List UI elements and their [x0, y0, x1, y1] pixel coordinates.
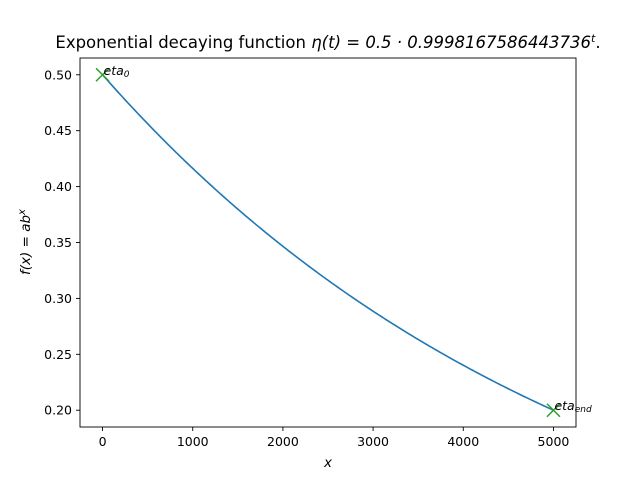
marker-label-base: eta — [104, 63, 124, 78]
x-axis-label: x — [323, 455, 333, 471]
marker-label-subscript: end — [575, 405, 592, 415]
y-axis-label-base: f(x) = ab — [18, 215, 34, 275]
chart-title-prefix: Exponential decaying function — [55, 33, 311, 52]
y-tick-label: 0.45 — [44, 123, 72, 138]
chart-title-suffix: . — [595, 33, 600, 52]
marker-0: eta0 — [95, 63, 130, 82]
marker-label: eta0 — [104, 63, 130, 80]
x-tick-label: 2000 — [267, 434, 299, 449]
y-tick-label: 0.35 — [44, 235, 72, 250]
chart-title-exponent: t — [591, 32, 596, 45]
marker-1: etaend — [546, 398, 592, 418]
y-tick-label: 0.50 — [44, 67, 72, 82]
x-tick-label: 4000 — [447, 434, 479, 449]
y-tick-label: 0.40 — [44, 179, 72, 194]
series-line — [101, 74, 554, 411]
x-tick-label: 1000 — [177, 434, 209, 449]
marker-label-base: eta — [554, 398, 574, 413]
marker-label-subscript: 0 — [124, 70, 130, 80]
y-axis-ticks: 0.20 0.25 0.30 0.35 0.40 0.45 0.50 — [44, 67, 80, 418]
y-axis-label: f(x) = abx — [17, 209, 34, 275]
x-axis-ticks: 0 1000 2000 3000 4000 5000 — [99, 427, 570, 449]
marker-x-stroke — [95, 67, 110, 82]
x-tick-label: 0 — [99, 434, 107, 449]
y-axis-label-exponent: x — [17, 209, 28, 216]
marker-label: etaend — [554, 398, 592, 415]
plot-background — [80, 58, 576, 427]
chart-title-formula: η(t) = 0.5 · 0.9998167586443736 — [311, 33, 591, 52]
y-tick-label: 0.25 — [44, 347, 72, 362]
chart-title: Exponential decaying function η(t) = 0.5… — [55, 32, 600, 52]
x-tick-label: 5000 — [538, 434, 570, 449]
y-tick-label: 0.30 — [44, 291, 72, 306]
marker-x-stroke — [546, 403, 561, 418]
x-tick-label: 3000 — [357, 434, 389, 449]
y-tick-label: 0.20 — [44, 403, 72, 418]
